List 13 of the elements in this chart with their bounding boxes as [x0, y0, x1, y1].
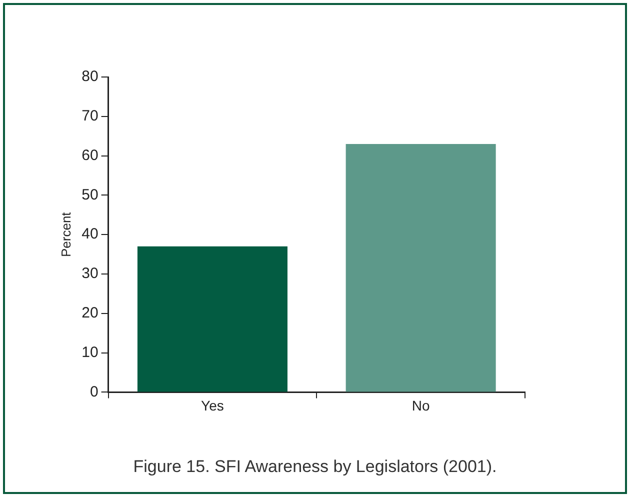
y-tick-label: 30 — [82, 265, 98, 282]
y-tick-label: 0 — [90, 383, 98, 400]
y-tick-label: 60 — [82, 146, 98, 164]
y-tick-label: 50 — [82, 186, 98, 204]
y-tick-label: 70 — [82, 108, 98, 125]
y-tick-label: 80 — [82, 68, 98, 86]
x-tick-label: Yes — [201, 397, 224, 414]
y-axis-title: Percent — [58, 212, 74, 258]
caption: Figure 15. SFI Awareness by Legislators (2001). — [132, 457, 498, 477]
x-tick-label: No — [412, 397, 430, 414]
y-tick-label: 40 — [82, 226, 98, 243]
y-tick-label: 10 — [82, 344, 98, 361]
y-tick-label: 20 — [82, 304, 98, 322]
